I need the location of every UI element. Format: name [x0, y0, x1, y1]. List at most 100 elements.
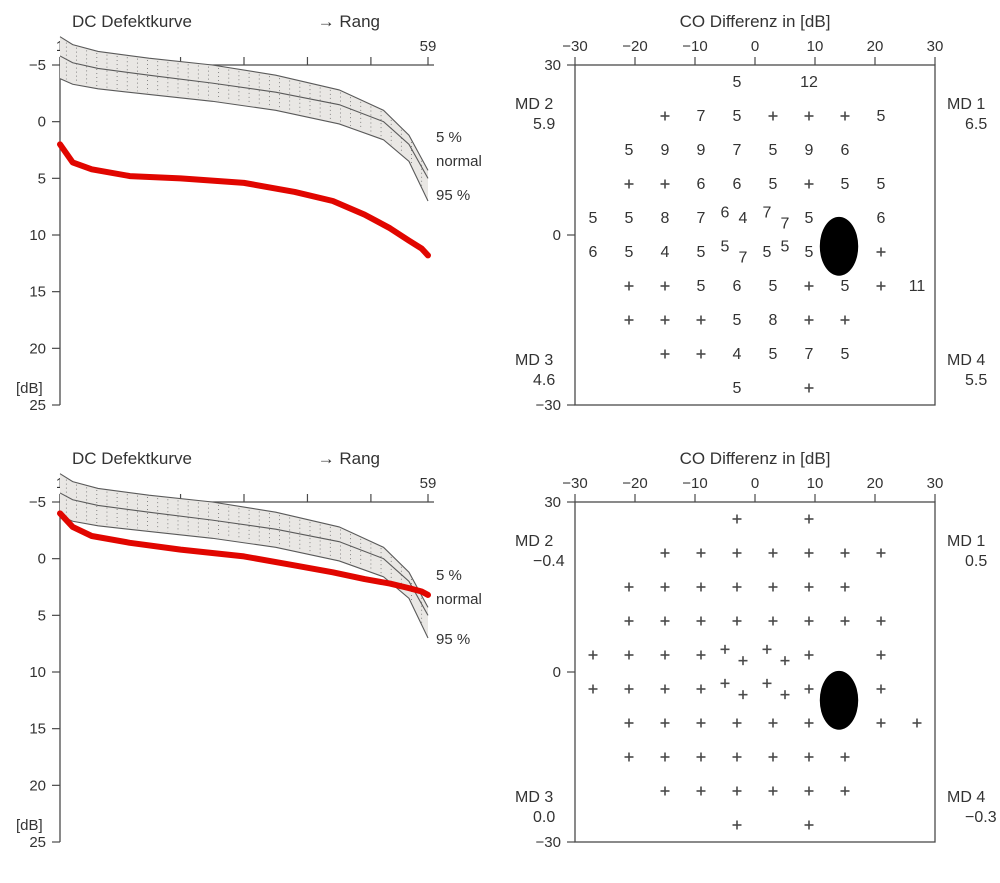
field-value: 7: [739, 250, 748, 267]
x-tick-label: −10: [682, 38, 707, 55]
figure-svg: DC Defektkurve→ Rang159−50510152025[dB]5…: [0, 0, 1000, 883]
band-label: 95 %: [436, 631, 470, 648]
x-tick-label: 30: [927, 475, 944, 492]
y-tick-label: 15: [29, 284, 46, 301]
rang-label: → Rang: [318, 12, 380, 31]
x-tick-label: −20: [622, 38, 647, 55]
y-tick-label: −30: [536, 397, 561, 414]
field-value: 5: [877, 108, 886, 125]
field-value: 5: [805, 244, 814, 261]
field-value: 5: [733, 312, 742, 329]
y-tick-label: 30: [544, 494, 561, 511]
field-value: 9: [805, 142, 814, 159]
field-value: 5: [841, 176, 850, 193]
y-tick-label: 25: [29, 834, 46, 851]
field-value: 5: [733, 108, 742, 125]
field-value: 6: [733, 176, 742, 193]
md-value: 6.5: [965, 116, 987, 133]
field-value: 8: [769, 312, 778, 329]
field-value: 6: [877, 210, 886, 227]
md-value: 5.9: [533, 116, 555, 133]
y-tick-label: 5: [38, 607, 46, 624]
md-label: MD 2: [515, 533, 553, 550]
field-value: 5: [733, 380, 742, 397]
md-label: MD 3: [515, 789, 553, 806]
field-value: 5: [841, 278, 850, 295]
y-tick-label: 25: [29, 397, 46, 414]
md-label: MD 1: [947, 533, 985, 550]
x-tick-label: 0: [751, 475, 759, 492]
field-value: 5: [697, 244, 706, 261]
md-value: 5.5: [965, 372, 987, 389]
rang-label: → Rang: [318, 449, 380, 468]
chart-title: DC Defektkurve: [72, 12, 192, 31]
field-value: 7: [733, 142, 742, 159]
y-unit-label: [dB]: [16, 380, 43, 397]
band-label: normal: [436, 591, 482, 608]
md-value: 0.5: [965, 553, 987, 570]
y-tick-label: 0: [38, 551, 46, 568]
field-value: 5: [769, 346, 778, 363]
field-value: 7: [697, 108, 706, 125]
y-tick-label: −5: [29, 57, 46, 74]
x-tick-label: −30: [562, 475, 587, 492]
x-tick-label: 0: [751, 38, 759, 55]
y-unit-label: [dB]: [16, 817, 43, 834]
y-tick-label: −5: [29, 494, 46, 511]
field-value: 9: [697, 142, 706, 159]
y-tick-label: 0: [38, 114, 46, 131]
x-tick-label: 20: [867, 475, 884, 492]
blind-spot: [820, 217, 858, 276]
md-value: −0.3: [965, 809, 997, 826]
y-tick-label: 30: [544, 57, 561, 74]
band-label: 95 %: [436, 187, 470, 204]
x-tick-label: −10: [682, 475, 707, 492]
field-value: 6: [733, 278, 742, 295]
x-tick-label: 10: [807, 475, 824, 492]
x-tick-label: 20: [867, 38, 884, 55]
field-value: 5: [733, 74, 742, 91]
band-label: 5 %: [436, 129, 462, 146]
md-label: MD 4: [947, 352, 985, 369]
field-value: 5: [877, 176, 886, 193]
y-tick-label: 15: [29, 721, 46, 738]
field-value: 5: [589, 210, 598, 227]
field-value: 5: [769, 278, 778, 295]
md-label: MD 1: [947, 96, 985, 113]
field-value: 5: [625, 142, 634, 159]
field-value: 7: [805, 346, 814, 363]
md-value: −0.4: [533, 553, 565, 570]
band-label: 5 %: [436, 567, 462, 584]
blind-spot: [820, 671, 858, 730]
field-value: 4: [733, 346, 742, 363]
field-value: 5: [769, 142, 778, 159]
md-value: 4.6: [533, 372, 555, 389]
md-value: 0.0: [533, 809, 555, 826]
md-label: MD 4: [947, 789, 985, 806]
x-tick-label: −20: [622, 475, 647, 492]
field-value: 4: [661, 244, 670, 261]
y-tick-label: 0: [553, 664, 561, 681]
md-label: MD 2: [515, 96, 553, 113]
chart-title: DC Defektkurve: [72, 449, 192, 468]
field-value: 5: [697, 278, 706, 295]
chart-title: CO Differenz in [dB]: [680, 12, 831, 31]
field-value: 5: [721, 238, 730, 255]
x-tick-label: 59: [420, 475, 437, 492]
field-value: 11: [909, 278, 926, 295]
field-value: 6: [697, 176, 706, 193]
chart-title: CO Differenz in [dB]: [680, 449, 831, 468]
field-value: 5: [841, 346, 850, 363]
field-value: 5: [625, 244, 634, 261]
md-label: MD 3: [515, 352, 553, 369]
field-value: 5: [763, 244, 772, 261]
field-value: 6: [721, 204, 730, 221]
field-value: 7: [697, 210, 706, 227]
y-tick-label: 10: [29, 227, 46, 244]
field-value: 5: [625, 210, 634, 227]
field-value: 4: [739, 210, 748, 227]
field-value: 6: [589, 244, 598, 261]
y-tick-label: −30: [536, 834, 561, 851]
x-tick-label: −30: [562, 38, 587, 55]
x-tick-label: 10: [807, 38, 824, 55]
